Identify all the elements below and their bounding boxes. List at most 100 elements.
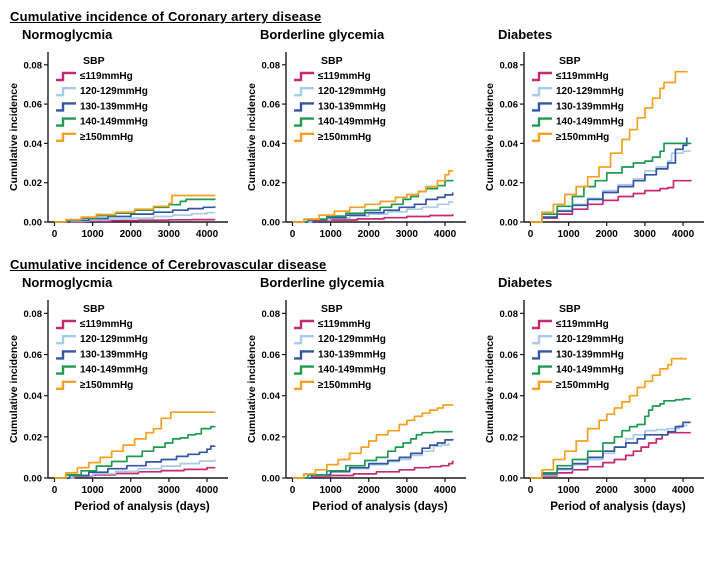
- svg-text:0.04: 0.04: [24, 139, 43, 150]
- svg-text:≥150mmHg: ≥150mmHg: [318, 132, 371, 143]
- svg-text:2000: 2000: [120, 229, 143, 240]
- svg-text:2000: 2000: [596, 485, 619, 496]
- panel-title-coronary-borderline: Borderline glycemia: [260, 27, 385, 42]
- svg-text:Cumulative incidence: Cumulative incidence: [246, 83, 258, 191]
- svg-text:SBP: SBP: [559, 303, 581, 315]
- svg-text:0.08: 0.08: [262, 60, 281, 71]
- svg-text:140-149mmHg: 140-149mmHg: [556, 117, 624, 128]
- svg-text:0.00: 0.00: [262, 474, 281, 485]
- svg-text:2000: 2000: [358, 485, 381, 496]
- svg-text:4000: 4000: [434, 229, 457, 240]
- svg-text:130-139mmHg: 130-139mmHg: [80, 101, 148, 112]
- svg-text:0.06: 0.06: [24, 100, 43, 111]
- svg-text:SBP: SBP: [321, 303, 343, 315]
- svg-text:0.04: 0.04: [262, 139, 281, 150]
- svg-text:2000: 2000: [596, 229, 619, 240]
- svg-text:2000: 2000: [358, 229, 381, 240]
- svg-text:0.04: 0.04: [500, 139, 519, 150]
- svg-text:0.06: 0.06: [500, 350, 519, 361]
- svg-text:130-139mmHg: 130-139mmHg: [556, 101, 624, 112]
- svg-text:1000: 1000: [557, 229, 580, 240]
- section-cerebrovascular: Cumulative incidence of Cerebrovascular …: [0, 257, 720, 522]
- svg-text:SBP: SBP: [321, 55, 343, 67]
- svg-text:Cumulative incidence: Cumulative incidence: [8, 335, 20, 443]
- section-title-coronary: Cumulative incidence of Coronary artery …: [10, 9, 322, 24]
- panel-title-coronary-diabetes: Diabetes: [498, 27, 553, 42]
- svg-text:130-139mmHg: 130-139mmHg: [318, 101, 386, 112]
- svg-text:3000: 3000: [158, 229, 181, 240]
- svg-text:0.08: 0.08: [500, 309, 519, 320]
- panel-coronary-diabetes: Diabetes 0.00 0.02 0.04 0.06 0.08 0 1000 2000 30…: [478, 25, 716, 248]
- panel-title-cerebro-normoglycemia: Normoglycmia: [22, 275, 113, 290]
- panel-cerebro-diabetes: Diabetes 0.00 0.02 0.04 0.06 0.08 0 1000 2000 30…: [478, 273, 716, 522]
- svg-text:1000: 1000: [319, 485, 342, 496]
- svg-text:Cumulative incidence: Cumulative incidence: [484, 335, 496, 443]
- svg-text:≥150mmHg: ≥150mmHg: [556, 132, 609, 143]
- svg-text:0.06: 0.06: [262, 350, 281, 361]
- svg-text:Period of analysis (days): Period of analysis (days): [312, 501, 448, 513]
- svg-text:0.00: 0.00: [500, 474, 519, 485]
- svg-text:0: 0: [528, 485, 534, 496]
- svg-text:0.08: 0.08: [24, 309, 43, 320]
- svg-text:0: 0: [52, 485, 58, 496]
- svg-text:≤119mmHg: ≤119mmHg: [556, 319, 609, 330]
- svg-text:≥150mmHg: ≥150mmHg: [80, 380, 133, 391]
- chart-cerebro-normoglycemia: 0.00 0.02 0.04 0.06 0.08 0 1000 2000 3000 4000 Cum…: [8, 300, 228, 513]
- svg-text:140-149mmHg: 140-149mmHg: [318, 365, 386, 376]
- svg-text:0.04: 0.04: [500, 391, 519, 402]
- svg-text:≤119mmHg: ≤119mmHg: [80, 319, 133, 330]
- chart-coronary-borderline: 0.00 0.02 0.04 0.06 0.08 0 1000 2000 3000 4000 Cum…: [246, 52, 466, 240]
- svg-text:140-149mmHg: 140-149mmHg: [80, 117, 148, 128]
- svg-text:1000: 1000: [557, 485, 580, 496]
- section-coronary: Cumulative incidence of Coronary artery …: [0, 9, 720, 248]
- svg-text:4000: 4000: [196, 229, 219, 240]
- svg-text:≤119mmHg: ≤119mmHg: [80, 71, 133, 82]
- svg-text:0.04: 0.04: [24, 391, 43, 402]
- svg-text:0.00: 0.00: [500, 218, 519, 229]
- svg-text:≤119mmHg: ≤119mmHg: [318, 71, 371, 82]
- svg-text:Cumulative incidence: Cumulative incidence: [8, 83, 20, 191]
- svg-text:140-149mmHg: 140-149mmHg: [80, 365, 148, 376]
- figure: Cumulative incidence of Coronary artery …: [0, 9, 720, 585]
- row-coronary: Normoglycmia 0.00 0.02 0.04 0.06 0.08 0 1000 20…: [2, 25, 720, 248]
- svg-text:4000: 4000: [196, 485, 219, 496]
- svg-text:1000: 1000: [81, 485, 104, 496]
- svg-text:120-129mmHg: 120-129mmHg: [318, 334, 386, 345]
- svg-text:4000: 4000: [672, 229, 695, 240]
- svg-text:≥150mmHg: ≥150mmHg: [80, 132, 133, 143]
- svg-text:SBP: SBP: [83, 55, 105, 67]
- svg-text:130-139mmHg: 130-139mmHg: [556, 349, 624, 360]
- svg-text:1000: 1000: [81, 229, 104, 240]
- svg-text:0.00: 0.00: [24, 474, 43, 485]
- chart-cerebro-diabetes: 0.00 0.02 0.04 0.06 0.08 0 1000 2000 3000 4000 Cum…: [484, 300, 704, 513]
- svg-text:3000: 3000: [396, 229, 419, 240]
- svg-text:Period of analysis (days): Period of analysis (days): [74, 501, 210, 513]
- panel-cerebro-normoglycemia: Normoglycmia 0.00 0.02 0.04 0.06 0.08 0 1000 20…: [2, 273, 240, 522]
- svg-text:3000: 3000: [396, 485, 419, 496]
- svg-text:0.02: 0.02: [500, 178, 519, 189]
- svg-text:Cumulative incidence: Cumulative incidence: [484, 83, 496, 191]
- svg-text:≤119mmHg: ≤119mmHg: [556, 71, 609, 82]
- panel-coronary-normoglycemia: Normoglycmia 0.00 0.02 0.04 0.06 0.08 0 1000 20…: [2, 25, 240, 248]
- panel-title-coronary-normoglycemia: Normoglycmia: [22, 27, 113, 42]
- svg-text:140-149mmHg: 140-149mmHg: [318, 117, 386, 128]
- svg-text:120-129mmHg: 120-129mmHg: [318, 86, 386, 97]
- svg-text:0.00: 0.00: [24, 218, 43, 229]
- panel-coronary-borderline: Borderline glycemia 0.00 0.02 0.04 0.06 0.08…: [240, 25, 478, 248]
- svg-text:0: 0: [290, 229, 296, 240]
- svg-text:3000: 3000: [158, 485, 181, 496]
- svg-text:3000: 3000: [634, 485, 657, 496]
- row-cerebrovascular: Normoglycmia 0.00 0.02 0.04 0.06 0.08 0 1000 20…: [2, 273, 720, 522]
- svg-text:0.08: 0.08: [262, 309, 281, 320]
- svg-text:0.08: 0.08: [24, 60, 43, 71]
- svg-text:1000: 1000: [319, 229, 342, 240]
- svg-text:120-129mmHg: 120-129mmHg: [80, 86, 148, 97]
- chart-coronary-diabetes: 0.00 0.02 0.04 0.06 0.08 0 1000 2000 3000 4000 Cum…: [484, 52, 704, 240]
- svg-text:4000: 4000: [672, 485, 695, 496]
- svg-text:130-139mmHg: 130-139mmHg: [318, 349, 386, 360]
- svg-text:0.02: 0.02: [500, 432, 519, 443]
- svg-text:0.06: 0.06: [500, 100, 519, 111]
- panel-cerebro-borderline: Borderline glycemia 0.00 0.02 0.04 0.06 0.08…: [240, 273, 478, 522]
- svg-text:120-129mmHg: 120-129mmHg: [556, 86, 624, 97]
- panel-title-cerebro-borderline: Borderline glycemia: [260, 275, 385, 290]
